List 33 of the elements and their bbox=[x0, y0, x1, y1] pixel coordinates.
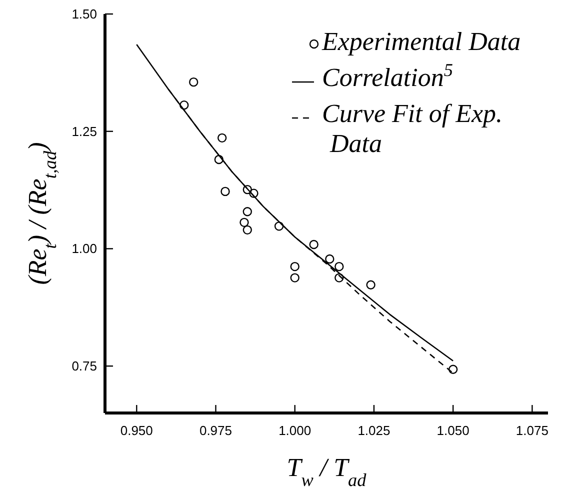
legend-label: Correlation$^{5}$ bbox=[322, 60, 453, 92]
x-axis-title: T$_{w}$ / T$_{ad}$ bbox=[286, 453, 368, 490]
x-tick-label: 0.975 bbox=[199, 423, 232, 438]
legend-label: Curve Fit of Exp. Data bbox=[322, 99, 503, 158]
point bbox=[214, 154, 224, 164]
point bbox=[217, 133, 227, 143]
point bbox=[249, 188, 258, 198]
y-tick-label: 1.50 bbox=[72, 6, 97, 22]
point bbox=[366, 280, 376, 290]
x-tick-label: 1.050 bbox=[436, 423, 470, 438]
point bbox=[309, 240, 318, 250]
legend-label: Experimental Data bbox=[321, 27, 521, 56]
x-tick-label: 0.950 bbox=[120, 423, 153, 438]
point bbox=[242, 207, 252, 216]
point bbox=[180, 100, 189, 110]
point bbox=[220, 186, 230, 196]
point bbox=[334, 273, 344, 282]
point bbox=[189, 77, 198, 87]
point bbox=[242, 225, 252, 235]
point bbox=[334, 262, 344, 272]
point bbox=[325, 254, 334, 264]
point bbox=[274, 222, 284, 231]
x-tick-label: 1.000 bbox=[278, 423, 312, 438]
point bbox=[240, 218, 249, 228]
point bbox=[290, 273, 300, 282]
x-tick-label: 1.025 bbox=[358, 423, 390, 438]
point bbox=[242, 184, 252, 194]
x-tick-label: 1.075 bbox=[516, 423, 548, 438]
y-tick-label: 1.25 bbox=[72, 124, 97, 139]
y-tick-label: 1.00 bbox=[72, 241, 97, 256]
point bbox=[448, 364, 458, 374]
y-tick-label: 0.75 bbox=[72, 358, 97, 374]
point bbox=[290, 262, 300, 272]
